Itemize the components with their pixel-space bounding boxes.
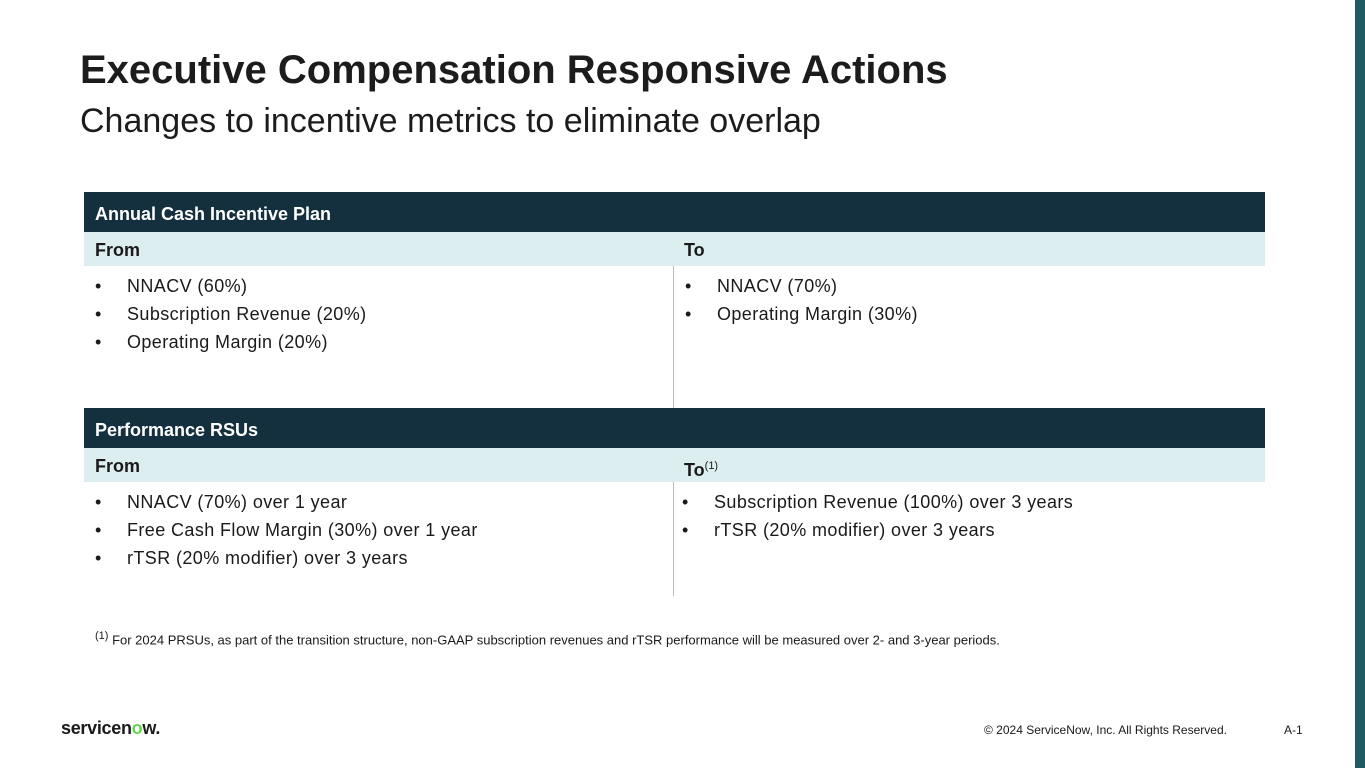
to-label: To(1) [684,460,719,480]
page-subtitle: Changes to incentive metrics to eliminat… [80,102,821,140]
table-header: Performance RSUs [84,408,1265,448]
list-item: rTSR (20% modifier) over 3 years [95,544,673,572]
list-item: Operating Margin (20%) [95,328,673,356]
from-label: From [95,456,140,476]
list-item: Subscription Revenue (20%) [95,300,673,328]
list-item: rTSR (20% modifier) over 3 years [682,516,1265,544]
copyright: © 2024 ServiceNow, Inc. All Rights Reser… [984,723,1227,737]
page-title: Executive Compensation Responsive Action… [80,48,948,92]
to-label: To [684,240,705,260]
page-number: A-1 [1284,723,1303,737]
table-annual-cash: Annual Cash Incentive Plan From To NNACV … [84,192,1265,408]
list-item: Free Cash Flow Margin (30%) over 1 year [95,516,673,544]
from-label: From [95,240,140,260]
table-performance-rsus: Performance RSUs From To(1) NNACV (70%) o… [84,408,1265,596]
footnote: (1) For 2024 PRSUs, as part of the trans… [95,630,1000,648]
list-item: NNACV (60%) [95,272,673,300]
servicenow-logo: servicenow. [61,718,161,738]
list-item: Subscription Revenue (100%) over 3 years [682,488,1265,516]
accent-bar [1355,0,1365,768]
table-header: Annual Cash Incentive Plan [84,192,1265,232]
list-item: Operating Margin (30%) [685,300,1265,328]
list-item: NNACV (70%) over 1 year [95,488,673,516]
list-item: NNACV (70%) [685,272,1265,300]
